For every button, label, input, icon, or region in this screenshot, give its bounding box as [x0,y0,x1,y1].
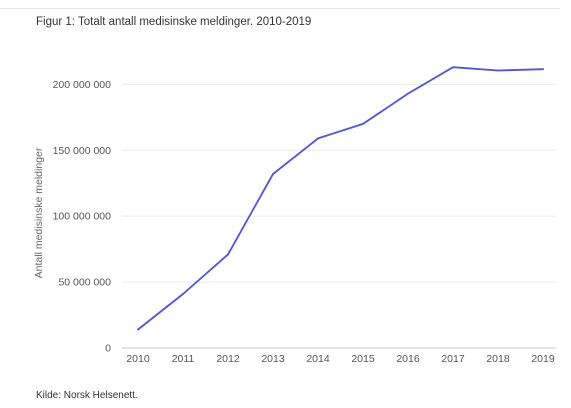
x-tick-label: 2017 [441,353,465,365]
data-point [497,69,499,72]
data-point [452,66,454,69]
x-tick-labels: 2010 2011 2012 2013 2014 2015 2016 2017 2018 2019 [126,353,555,365]
x-tick-label: 2015 [351,353,375,365]
y-tick-label: 100 000 000 [53,211,112,223]
chart-title: Figur 1: Totalt antall medisinske meldin… [36,16,312,28]
data-point [362,123,364,125]
x-tick-label: 2019 [531,353,555,365]
data-point [407,92,409,95]
data-point [137,328,139,331]
y-tick-labels: 0 50 000 000 100 000 000 150 000 000 200 000… [53,79,112,355]
x-tick-label: 2016 [396,353,420,365]
y-tick-label: 0 [105,343,111,355]
x-tick-label: 2011 [172,353,195,365]
y-tick-label: 50 000 000 [58,277,111,289]
x-tick-label: 2018 [486,353,510,365]
x-tick-label: 2014 [306,353,330,365]
series-layer [137,66,544,331]
source-note: Kilde: Norsk Helsenett. [36,390,138,401]
x-tick-label: 2012 [216,353,240,365]
data-point [182,293,184,295]
y-tick-label: 200 000 000 [53,79,112,91]
data-point [542,68,544,71]
top-divider [0,8,560,9]
y-axis-label: Antall medisinske meldinger [33,147,45,278]
x-tick-label: 2013 [261,353,285,365]
x-tick-label: 2010 [126,353,150,365]
data-point [317,137,319,140]
data-point [227,253,229,256]
y-tick-label: 150 000 000 [53,145,112,157]
data-point [272,173,274,175]
gridlines [122,83,556,349]
series-line [137,66,544,331]
